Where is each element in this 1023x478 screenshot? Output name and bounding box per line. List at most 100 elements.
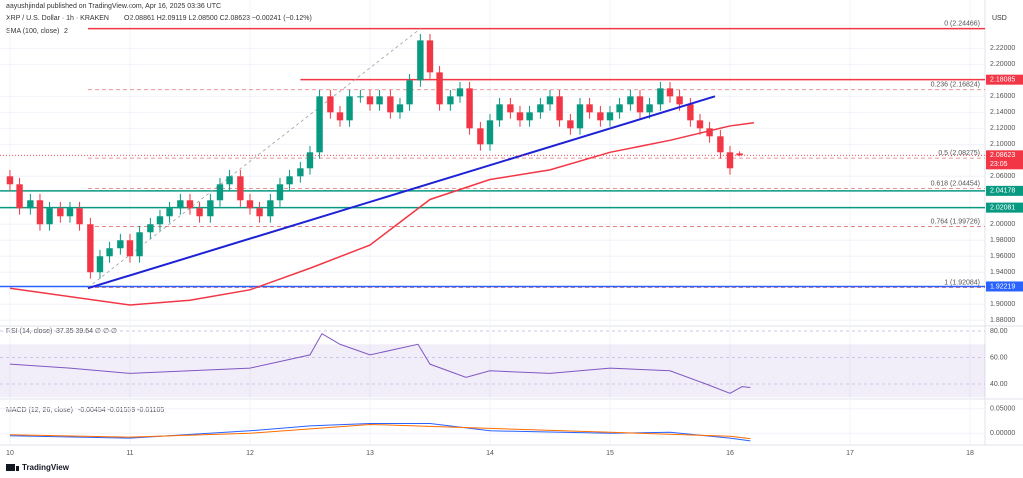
- candle-body: [396, 104, 404, 113]
- candle-body: [516, 112, 524, 121]
- fib-label: 0.618 (2.04454): [931, 180, 980, 187]
- price-badge: [986, 74, 1023, 85]
- candle-body: [177, 200, 184, 209]
- candle-body: [696, 120, 704, 129]
- price-badge-label: 2.04178: [990, 188, 1015, 195]
- fib-label: 0.764 (1.99726): [931, 218, 980, 225]
- y-tick-label: 2.22000: [990, 45, 1015, 52]
- y-tick-label: 2.12000: [990, 125, 1015, 132]
- fib-label: 1 (1.92084): [944, 279, 980, 286]
- candle-body: [717, 136, 724, 153]
- macd-tick-label: 0.05000: [990, 406, 1015, 413]
- x-tick-label: 13: [366, 450, 374, 457]
- candle-body: [6, 176, 14, 185]
- y-tick-label: 2.10000: [990, 141, 1015, 148]
- rsi-line: [9, 332, 751, 394]
- fib-anchor-line: [87, 28, 421, 288]
- candle-body: [477, 128, 484, 145]
- currency: USD: [992, 15, 1007, 22]
- candle-body: [456, 88, 464, 97]
- candle-body: [166, 208, 173, 217]
- candle-body: [27, 200, 34, 209]
- macd-tick-label: 0.00000: [990, 430, 1015, 437]
- candle-body: [46, 208, 53, 225]
- candle-body: [76, 208, 83, 225]
- candle-body: [666, 88, 674, 97]
- y-tick-label: 2.06000: [990, 173, 1015, 180]
- macd-readout: -0.00454 -0.01559 -0.01105: [78, 407, 164, 414]
- y-tick-label: 2.16000: [990, 93, 1015, 100]
- candle-body: [327, 96, 334, 113]
- macd-line: [9, 423, 751, 440]
- candle-body: [16, 184, 23, 209]
- brand: TradingView: [22, 463, 70, 472]
- rsi-tick-label: 80.00: [990, 328, 1008, 335]
- candle-body: [726, 152, 734, 169]
- candle-body: [387, 96, 394, 113]
- candle-body: [657, 88, 664, 105]
- fib-label: 0.5 (2.08275): [938, 150, 980, 157]
- candle-body: [237, 176, 244, 201]
- candle-body: [447, 96, 454, 105]
- candle-body: [687, 104, 694, 121]
- countdown: 23:05: [990, 161, 1008, 168]
- candle-body: [706, 128, 713, 137]
- candle-body: [297, 168, 304, 177]
- candle-body: [417, 40, 424, 81]
- candle-body: [736, 153, 743, 156]
- candle-body: [597, 112, 604, 121]
- candle-body: [136, 232, 143, 257]
- x-tick-label: 11: [126, 450, 133, 457]
- publisher: aayushjindal published on TradingView.co…: [6, 3, 221, 10]
- candle-body: [246, 200, 254, 209]
- price-badge: [986, 185, 1023, 196]
- sma-setting: 2: [64, 28, 68, 35]
- candle-body: [616, 104, 623, 113]
- y-tick-label: 1.98000: [990, 237, 1015, 244]
- candle-body: [147, 224, 154, 233]
- candle-body: [346, 96, 353, 121]
- x-tick-label: 17: [846, 450, 854, 457]
- candle-body: [586, 104, 593, 113]
- price-badge: [986, 202, 1023, 213]
- fib-label: 0.236 (2.16824): [931, 82, 980, 89]
- candle-body: [646, 104, 653, 113]
- sma-label: SMA (100, close): [6, 28, 59, 35]
- y-tick-label: 2.14000: [990, 109, 1015, 116]
- y-tick-label: 2.20000: [990, 61, 1015, 68]
- candle-body: [636, 96, 644, 113]
- x-tick-label: 18: [966, 450, 974, 457]
- candle-body: [66, 208, 74, 217]
- y-tick-label: 1.94000: [990, 269, 1015, 276]
- y-tick-label: 1.90000: [990, 301, 1015, 308]
- candle-body: [486, 120, 494, 145]
- last-price-label: 2.08623: [990, 152, 1015, 159]
- candle-body: [537, 104, 544, 113]
- candle-body: [36, 200, 44, 225]
- candle-body: [546, 96, 554, 105]
- candle-body: [216, 184, 224, 201]
- sma-line: [9, 121, 755, 306]
- candle-body: [196, 208, 203, 217]
- last-price-badge: [986, 150, 1023, 170]
- chart-title: XRP / U.S. Dollar · 1h · KRAKEN: [6, 15, 109, 22]
- price-badge-label: 2.02081: [990, 204, 1015, 211]
- candle-body: [226, 176, 233, 185]
- candle-body: [276, 184, 284, 201]
- candle-body: [87, 224, 94, 273]
- macd-label: MACD (12, 26, close): [6, 407, 73, 414]
- candle-body: [556, 96, 563, 121]
- candle-body: [567, 120, 574, 129]
- candle-body: [106, 248, 113, 257]
- x-tick-label: 15: [606, 450, 614, 457]
- rsi-tick-label: 60.00: [990, 354, 1008, 361]
- candle-body: [627, 96, 634, 105]
- candle-body: [267, 200, 274, 217]
- candle-body: [576, 104, 584, 129]
- price-badge: [986, 281, 1023, 292]
- candle-body: [676, 96, 683, 105]
- price-badge-label: 1.92219: [990, 283, 1015, 290]
- candle-body: [406, 80, 413, 105]
- candle-body: [357, 96, 364, 98]
